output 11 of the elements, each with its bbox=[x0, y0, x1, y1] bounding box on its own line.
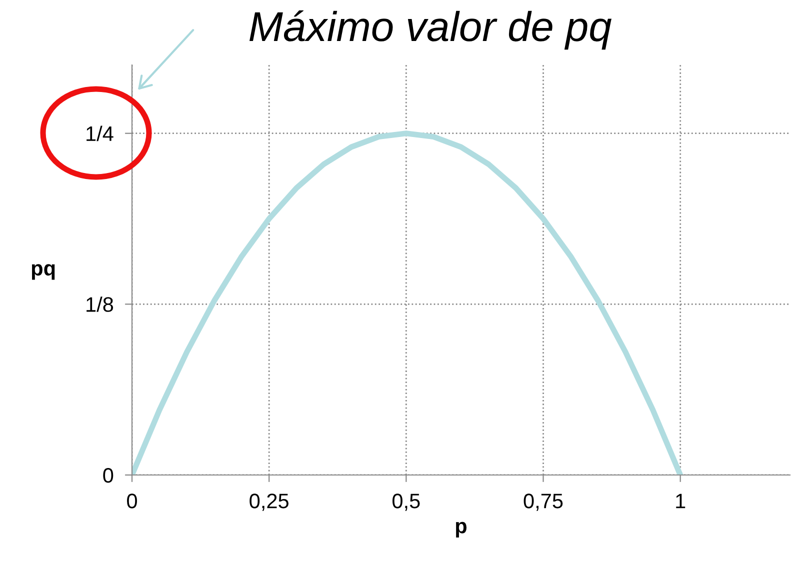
y-tick-label: 0 bbox=[103, 468, 114, 483]
y-tick-label: 1/8 bbox=[86, 296, 114, 312]
y-axis-title: pq bbox=[32, 264, 55, 280]
chart-title: Máximo valor de pq bbox=[250, 10, 612, 50]
x-tick-label: 0,25 bbox=[250, 494, 288, 511]
x-tick-label: 0 bbox=[127, 494, 137, 508]
x-tick-label: 0,5 bbox=[392, 494, 420, 511]
y-tick-label: 1/4 bbox=[86, 126, 114, 142]
x-tick-label: 1 bbox=[676, 494, 686, 508]
x-axis-title: p bbox=[456, 522, 467, 538]
x-tick-label: 0,75 bbox=[524, 494, 563, 511]
